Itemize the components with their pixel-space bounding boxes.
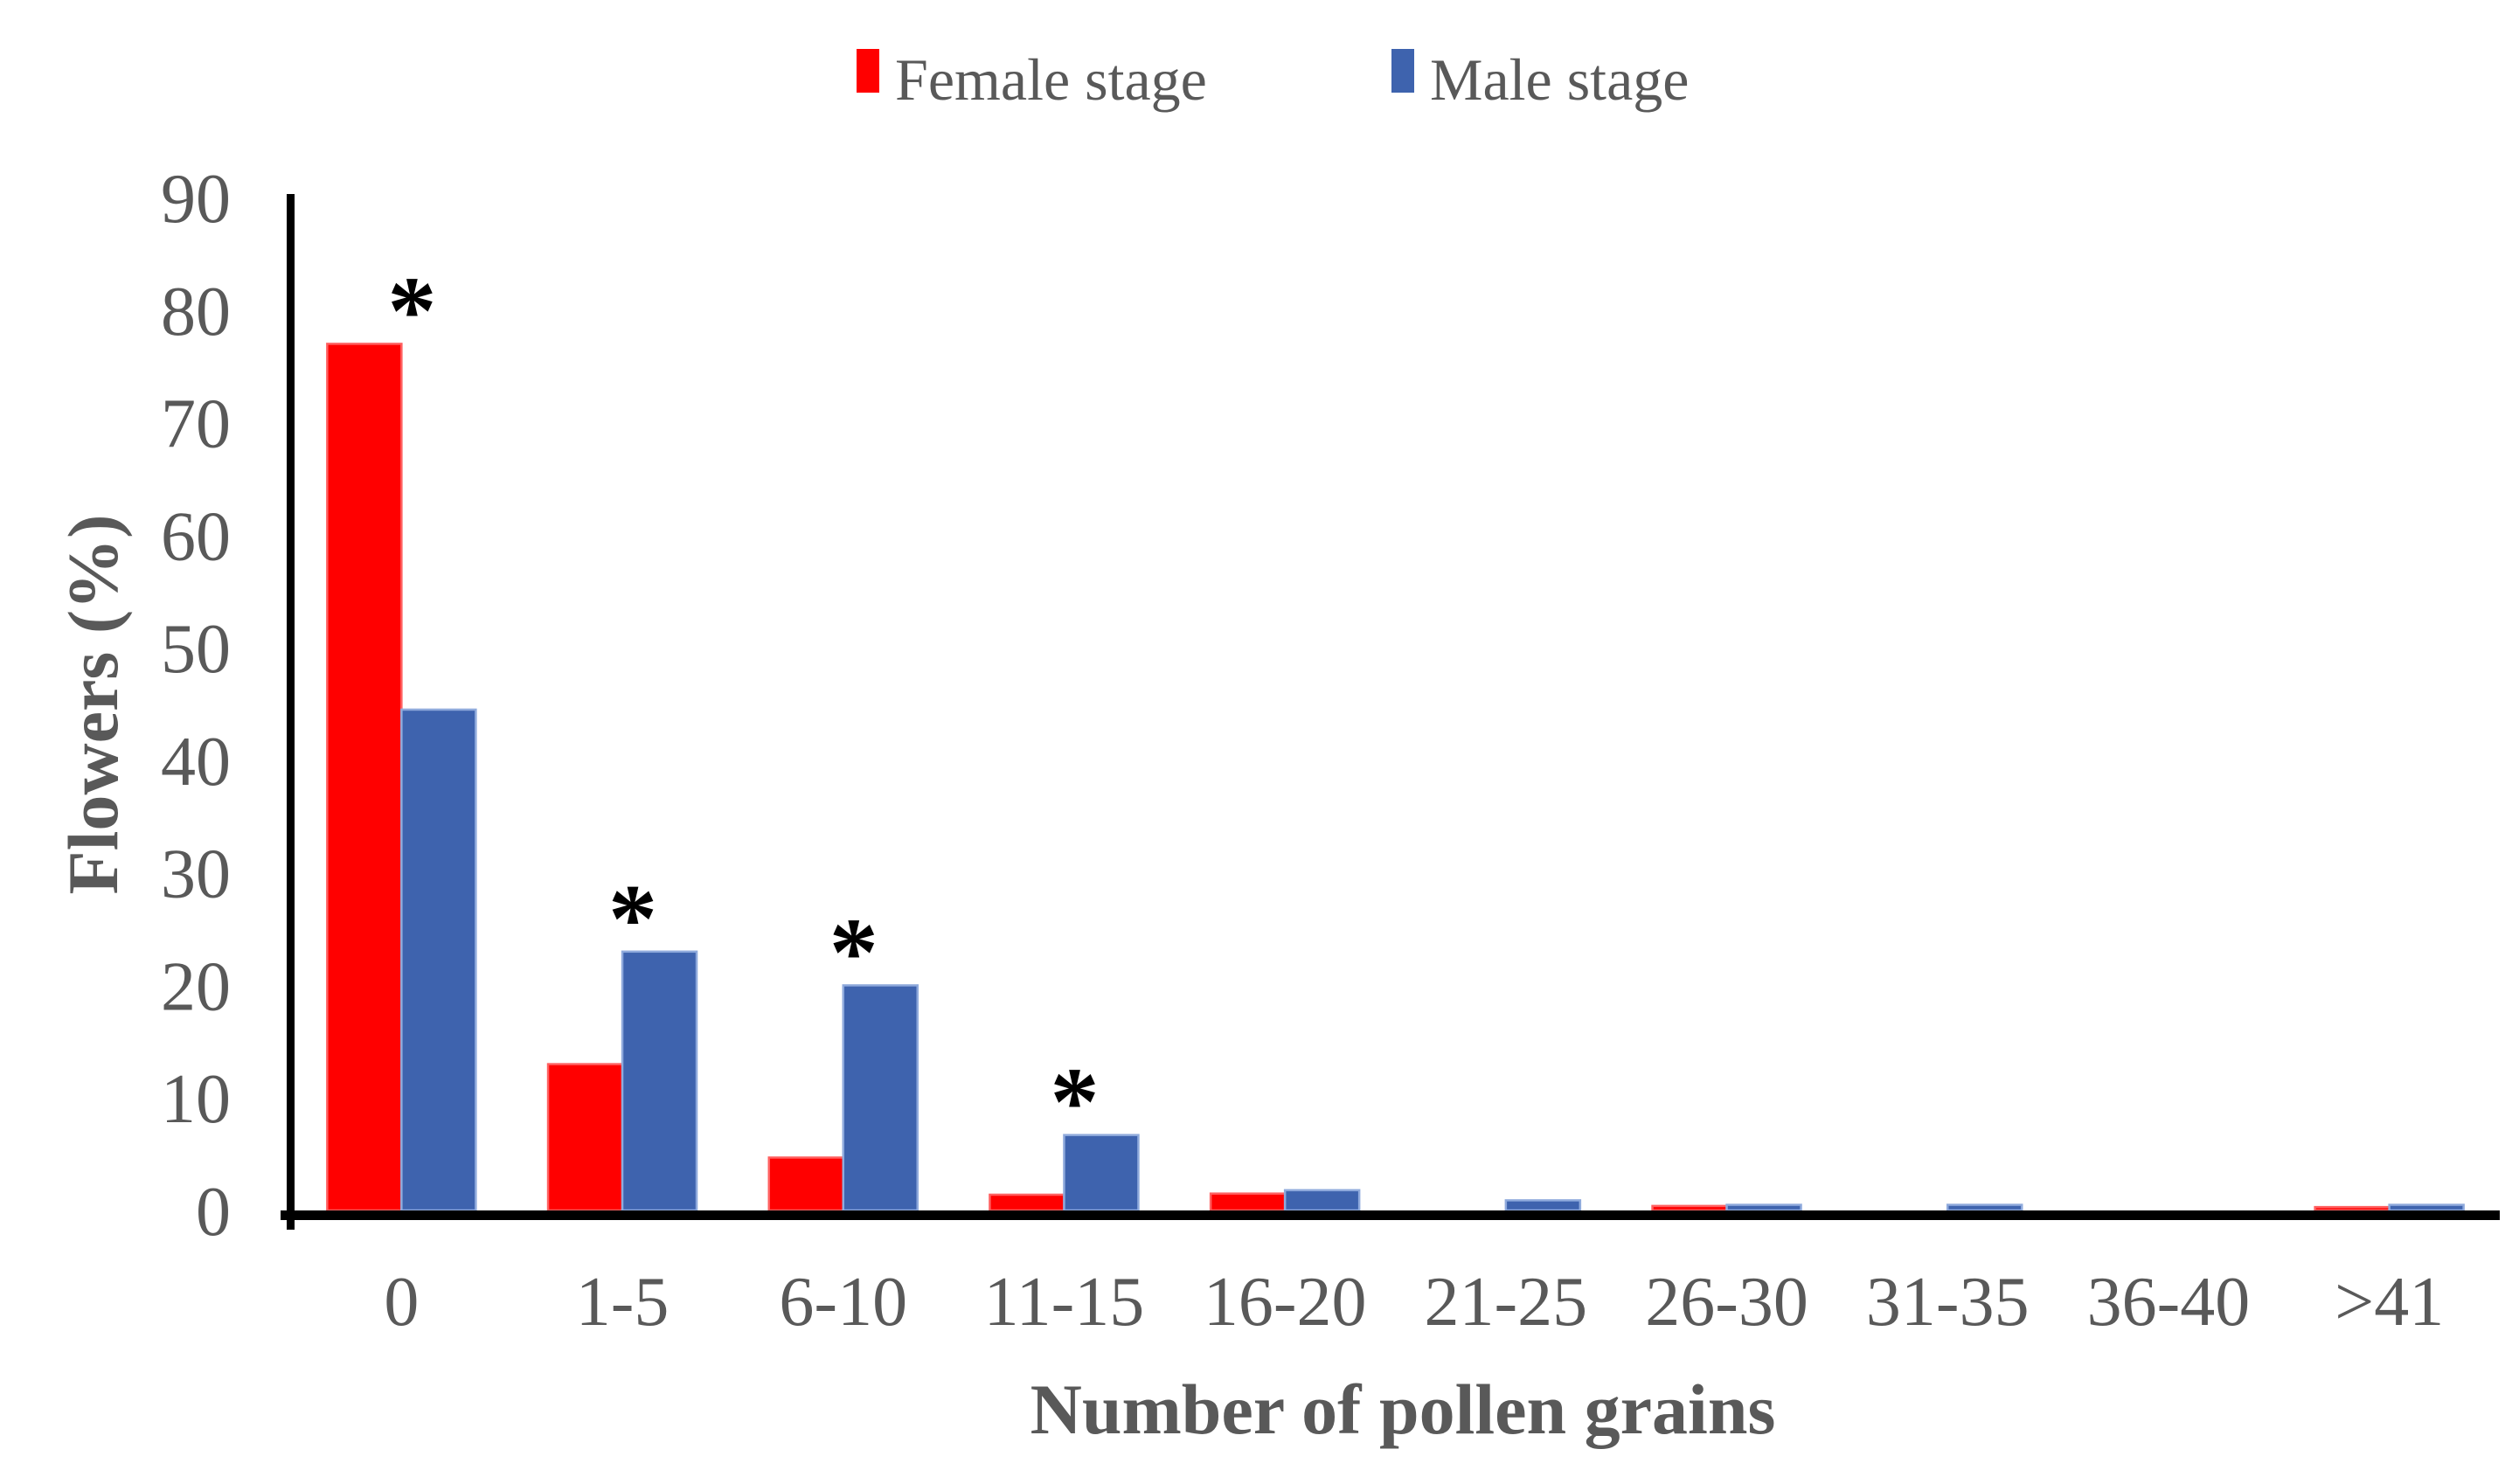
significance-asterisk: *: [608, 865, 657, 974]
x-axis-title: Number of pollen grains: [1030, 1370, 1776, 1449]
chart-canvas: 0 10 20 30 40 50 60 70 80 90 Flowers (%) * * * * 0 1-5 6-…: [35, 14, 2505, 1470]
significance-asterisk: *: [1050, 1049, 1099, 1157]
y-tick-label: 0: [196, 1174, 231, 1251]
x-tick-label: 11-15: [984, 1264, 1145, 1341]
bar-male-31-35: [1946, 1203, 2023, 1212]
y-tick-label: 20: [161, 948, 231, 1025]
y-tick-label: 50: [161, 611, 231, 688]
y-tick-label: 10: [161, 1061, 231, 1138]
x-axis-line: [281, 1210, 2500, 1220]
bar-female-0: [326, 343, 403, 1212]
x-tick-label: 0: [384, 1264, 419, 1341]
bar-female->41: [2314, 1205, 2391, 1212]
x-tick-label: 31-35: [1866, 1264, 2030, 1341]
x-tick-label: 16-20: [1204, 1264, 1367, 1341]
x-tick-label: >41: [2335, 1264, 2444, 1341]
legend-label-female: Female stage: [895, 46, 1207, 113]
y-axis-line: [287, 194, 295, 1230]
legend-label-male: Male stage: [1430, 46, 1689, 113]
y-tick-label: 60: [161, 498, 231, 575]
bar-male-6-10: [842, 984, 919, 1212]
x-tick-label: 26-30: [1645, 1264, 1808, 1341]
bar-male-26-30: [1725, 1203, 1802, 1212]
y-tick-label: 70: [161, 386, 231, 463]
bar-female-6-10: [767, 1156, 844, 1212]
bar-female-1-5: [546, 1063, 624, 1212]
significance-asterisk: *: [829, 898, 878, 1007]
bar-male->41: [2388, 1203, 2465, 1212]
y-tick-label: 80: [161, 274, 231, 350]
y-axis-title: Flowers (%): [53, 515, 133, 895]
bar-male-11-15: [1063, 1134, 1140, 1212]
significance-asterisk: *: [387, 257, 436, 365]
y-tick-label: 30: [161, 836, 231, 913]
x-tick-label: 6-10: [779, 1264, 907, 1341]
bar-female-11-15: [989, 1193, 1065, 1212]
y-tick-label: 40: [161, 724, 231, 801]
bar-male-21-25: [1504, 1199, 1582, 1212]
x-tick-label: 21-25: [1425, 1264, 1588, 1341]
x-tick-label: 1-5: [576, 1264, 670, 1341]
y-tick-label: 90: [161, 161, 231, 238]
bar-female-26-30: [1651, 1204, 1728, 1212]
bar-male-1-5: [621, 950, 698, 1212]
bar-male-16-20: [1283, 1189, 1361, 1212]
bar-male-0: [400, 708, 477, 1212]
legend-swatch-male: [1391, 49, 1414, 93]
pollen-grains-bar-chart: 0 10 20 30 40 50 60 70 80 90 Flowers (%) * * * * 0 1-5 6-…: [35, 14, 2505, 1470]
bar-female-16-20: [1209, 1192, 1287, 1212]
legend-swatch-female: [857, 49, 879, 93]
x-tick-label: 36-40: [2087, 1264, 2251, 1341]
